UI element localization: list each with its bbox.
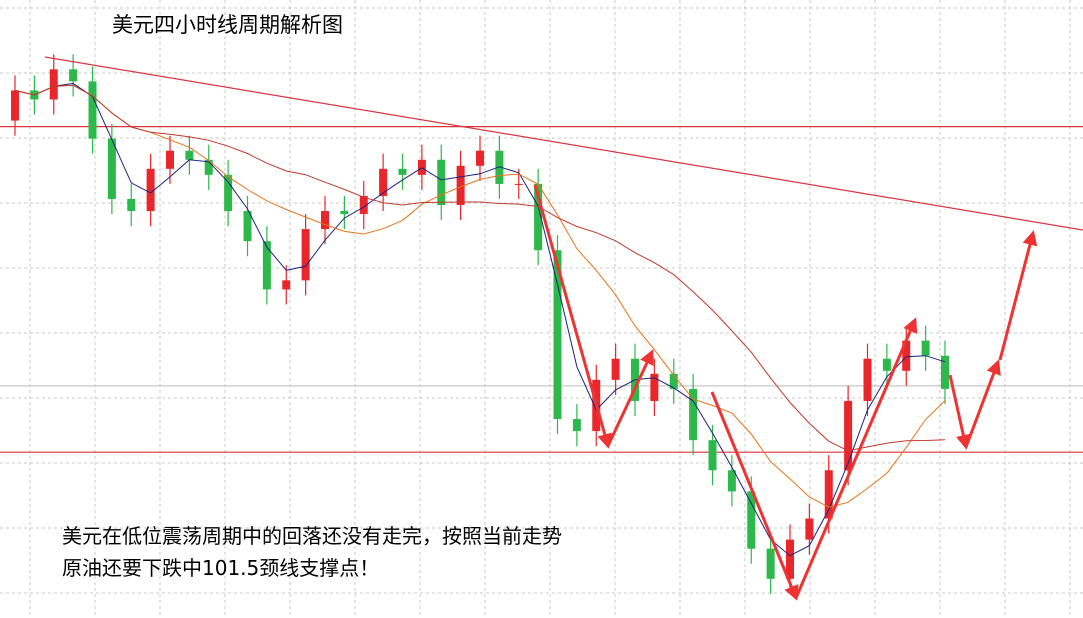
candle-body bbox=[786, 539, 794, 579]
candle-body bbox=[69, 69, 78, 82]
candle-body bbox=[476, 150, 484, 166]
candle-body bbox=[243, 211, 252, 242]
candle-body bbox=[301, 229, 310, 281]
chart-title: 美元四小时线周期解析图 bbox=[112, 13, 343, 37]
candle-body bbox=[708, 440, 717, 471]
candle-body bbox=[882, 358, 891, 371]
plot bbox=[0, 54, 1083, 594]
candle-body bbox=[689, 388, 698, 441]
candle-body bbox=[262, 241, 271, 290]
candle-body bbox=[204, 159, 213, 175]
candle-body bbox=[88, 81, 97, 139]
candle-body bbox=[282, 280, 291, 290]
candle-body bbox=[572, 419, 581, 432]
candle-body bbox=[224, 174, 233, 212]
trend-line bbox=[44, 56, 1083, 231]
candle-body bbox=[49, 69, 58, 100]
candle-body bbox=[766, 548, 775, 579]
candle-body bbox=[146, 168, 155, 212]
candle-body bbox=[398, 168, 407, 175]
candle-body bbox=[650, 373, 659, 401]
candle-body bbox=[185, 150, 194, 160]
candle-body bbox=[902, 340, 911, 371]
candle-body bbox=[107, 138, 116, 199]
candle-body bbox=[379, 168, 388, 196]
arrows bbox=[533, 184, 1038, 601]
candle-body bbox=[747, 491, 756, 549]
annotation: 美元在低位震荡周期中的回落还没有走完，按照当前走势 bbox=[62, 524, 562, 548]
candle-body bbox=[844, 400, 853, 471]
candle-body bbox=[611, 358, 620, 380]
candle-body bbox=[456, 165, 465, 205]
candle-body bbox=[127, 198, 136, 212]
annotation: 原油还要下跌中101.5颈线支撑点！ bbox=[62, 556, 379, 580]
candle-body bbox=[863, 358, 872, 401]
candle-body bbox=[340, 211, 349, 215]
candle-body bbox=[824, 470, 833, 519]
candle-body bbox=[805, 518, 814, 540]
candle-body bbox=[11, 90, 19, 121]
candle-body bbox=[534, 183, 543, 251]
moving-average bbox=[14, 84, 946, 452]
candle-body bbox=[359, 195, 368, 215]
moving-average bbox=[14, 84, 946, 508]
candle-body bbox=[669, 373, 678, 389]
candle-body bbox=[941, 355, 949, 389]
candle-body bbox=[166, 150, 174, 169]
candle-body bbox=[921, 340, 930, 356]
moving-average bbox=[14, 82, 946, 557]
candle-body bbox=[437, 159, 446, 205]
candle-body bbox=[514, 183, 523, 185]
candle-body bbox=[553, 250, 562, 420]
candle-body bbox=[321, 211, 329, 230]
candle-body bbox=[727, 470, 736, 492]
